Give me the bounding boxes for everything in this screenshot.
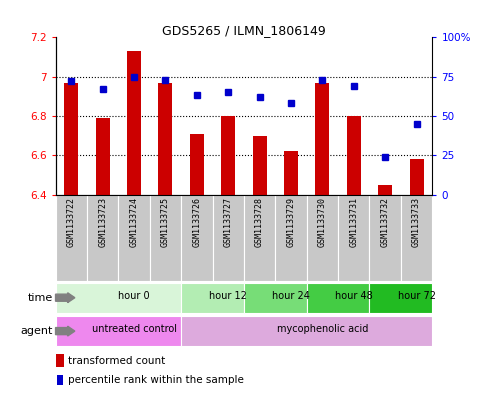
Text: percentile rank within the sample: percentile rank within the sample	[68, 375, 243, 386]
Bar	[338, 195, 369, 281]
Bar	[181, 316, 432, 346]
Bar	[118, 195, 150, 281]
Bar	[315, 83, 329, 195]
Text: GSM1133731: GSM1133731	[349, 197, 358, 247]
Text: GSM1133722: GSM1133722	[67, 197, 76, 247]
Text: mycophenolic acid: mycophenolic acid	[277, 325, 368, 334]
Text: agent: agent	[21, 326, 53, 336]
Text: GSM1133732: GSM1133732	[381, 197, 390, 247]
Bar	[56, 39, 66, 177]
Bar	[213, 195, 244, 281]
Bar	[275, 195, 307, 281]
Bar	[284, 151, 298, 195]
Text: hour 24: hour 24	[272, 291, 310, 301]
Bar	[158, 83, 172, 195]
Bar	[244, 283, 307, 313]
Text: GSM1133727: GSM1133727	[224, 197, 233, 247]
Text: GSM1133730: GSM1133730	[318, 197, 327, 247]
Bar	[244, 195, 275, 281]
Bar	[87, 195, 118, 281]
Text: GSM1133723: GSM1133723	[98, 197, 107, 247]
Text: GSM1133729: GSM1133729	[286, 197, 296, 247]
Text: hour 72: hour 72	[398, 291, 436, 301]
Text: hour 0: hour 0	[118, 291, 150, 301]
Bar	[190, 134, 204, 195]
Bar	[410, 159, 424, 195]
Bar	[56, 195, 87, 281]
Bar	[307, 195, 338, 281]
Text: GSM1133728: GSM1133728	[255, 197, 264, 247]
Bar	[253, 136, 267, 195]
Bar	[181, 283, 244, 313]
Bar	[181, 195, 213, 281]
Bar	[369, 283, 432, 313]
Bar	[56, 316, 181, 346]
Text: GSM1133725: GSM1133725	[161, 197, 170, 247]
Text: hour 12: hour 12	[209, 291, 247, 301]
Bar	[369, 195, 401, 281]
Bar	[347, 116, 361, 195]
Bar	[150, 195, 181, 281]
Bar	[64, 83, 78, 195]
Bar	[96, 118, 110, 195]
Text: GSM1133733: GSM1133733	[412, 197, 421, 247]
Text: GDS5265 / ILMN_1806149: GDS5265 / ILMN_1806149	[162, 24, 326, 37]
Text: GSM1133724: GSM1133724	[129, 197, 139, 247]
Bar	[307, 283, 369, 313]
Text: untreated control: untreated control	[92, 325, 176, 334]
Bar	[56, 283, 181, 313]
Bar	[378, 185, 392, 195]
Text: GSM1133726: GSM1133726	[192, 197, 201, 247]
Bar	[401, 195, 432, 281]
Bar	[221, 116, 235, 195]
Text: time: time	[28, 293, 53, 303]
Bar	[127, 51, 141, 195]
Text: transformed count: transformed count	[68, 356, 165, 366]
Text: hour 48: hour 48	[335, 291, 373, 301]
